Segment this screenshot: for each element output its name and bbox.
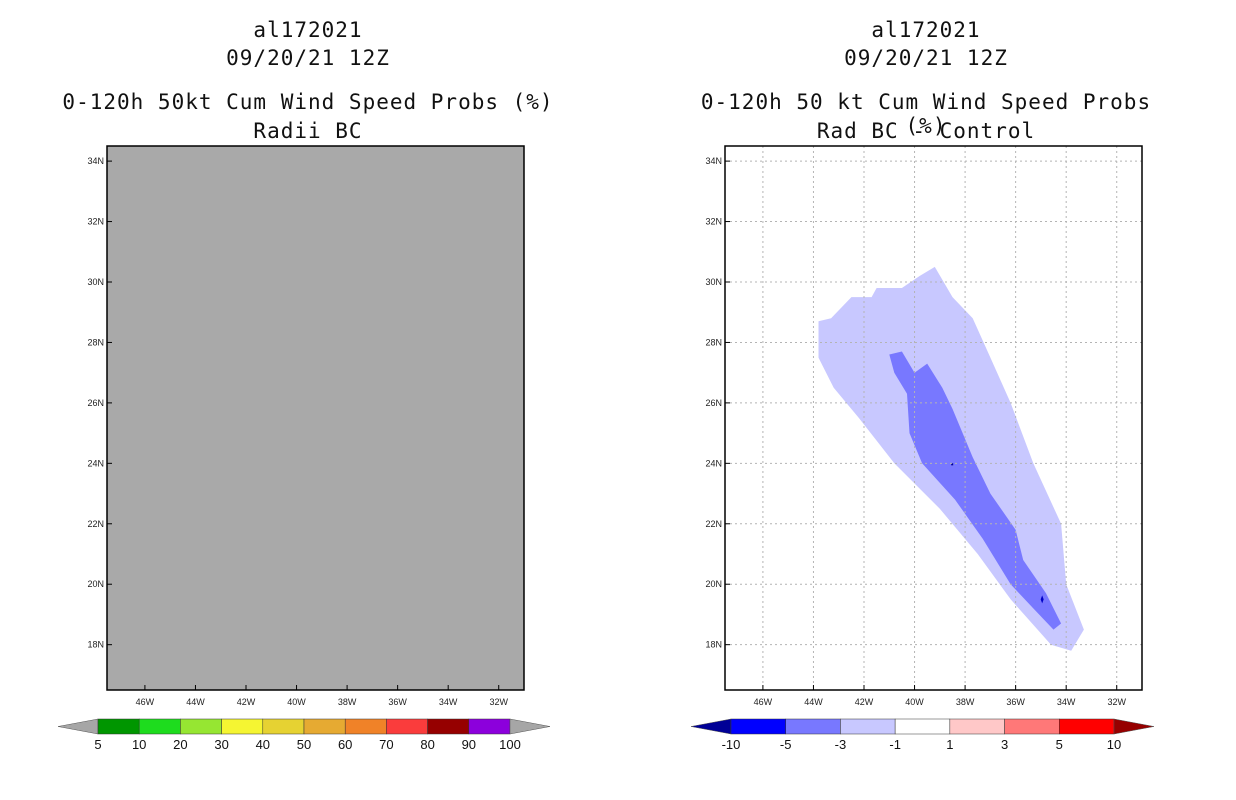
left-xtick-label-2: 42W [237, 697, 256, 707]
left-ytick-label-5: 24N [87, 458, 104, 468]
left-ytick-label-0: 34N [87, 156, 104, 166]
right-ytick-label-2: 30N [705, 277, 722, 287]
right-ytick-label-5: 24N [705, 458, 722, 468]
right-date: 09/20/21 12Z [844, 46, 1008, 70]
left-date: 09/20/21 12Z [226, 46, 390, 70]
right-colorbar-box-4 [949, 718, 1005, 735]
left-colorbar-box-7 [386, 718, 428, 735]
left-colorbar-label-6: 60 [338, 737, 352, 752]
left-colorbar-label-4: 40 [256, 737, 270, 752]
left-colorbar-high-arrow [509, 718, 551, 735]
right-ytick-label-3: 28N [705, 337, 722, 347]
left-colorbar-box-6 [344, 718, 387, 735]
right-colorbar-label-0: -10 [722, 737, 741, 752]
right-colorbar-low-arrow [690, 718, 732, 735]
right-colorbar-box-6 [1059, 718, 1115, 735]
left-colorbar-box-3 [221, 718, 264, 735]
right-ytick-label-8: 18N [705, 640, 722, 650]
left-colorbar-label-7: 70 [379, 737, 393, 752]
right-xtick-label-4: 38W [956, 697, 975, 707]
left-ytick-label-3: 28N [87, 337, 104, 347]
left-colorbar-box-4 [262, 718, 305, 735]
right-storm-id: al172021 [871, 18, 981, 42]
left-colorbar-box-8 [427, 718, 470, 735]
left-colorbar-label-10: 100 [499, 737, 521, 752]
left-colorbar-box-1 [138, 718, 181, 735]
left-colorbar-label-3: 30 [214, 737, 228, 752]
right-xtick-label-7: 32W [1107, 697, 1126, 707]
right-colorbar-label-2: -3 [835, 737, 847, 752]
left-colorbar-box-2 [180, 718, 222, 735]
right-colorbar-box-2 [840, 718, 896, 735]
right-ytick-label-0: 34N [705, 156, 722, 166]
left-colorbar-box-0 [97, 718, 140, 735]
left-colorbar-label-2: 20 [173, 737, 187, 752]
right-xtick-label-5: 36W [1006, 697, 1025, 707]
left-xtick-label-1: 44W [186, 697, 205, 707]
left-colorbar-label-8: 80 [420, 737, 434, 752]
right-ytick-label-6: 22N [705, 519, 722, 529]
left-xtick-label-6: 34W [439, 697, 458, 707]
left-plot-frame [106, 145, 525, 691]
right-colorbar-box-1 [785, 718, 841, 735]
right-colorbar-label-5: 3 [1001, 737, 1008, 752]
left-colorbar-box-5 [303, 718, 346, 735]
right-colorbar-high-arrow [1113, 718, 1155, 735]
right-colorbar-label-6: 5 [1056, 737, 1063, 752]
right-ytick-label-7: 20N [705, 579, 722, 589]
left-xtick-label-5: 36W [388, 697, 407, 707]
left-colorbar-label-0: 5 [94, 737, 101, 752]
left-chart-subtitle: Radii BC [253, 119, 363, 143]
right-xtick-label-6: 34W [1057, 697, 1076, 707]
right-plot-frame [724, 145, 1143, 691]
left-storm-id: al172021 [253, 18, 363, 42]
left-colorbar-box-9 [468, 718, 511, 735]
left-colorbar-low-arrow [57, 718, 99, 735]
left-ytick-label-6: 22N [87, 519, 104, 529]
right-contour-marker [1040, 595, 1044, 604]
left-ytick-label-8: 18N [87, 640, 104, 650]
left-ytick-label-4: 26N [87, 398, 104, 408]
left-colorbar-label-9: 90 [462, 737, 476, 752]
right-xtick-label-1: 44W [804, 697, 823, 707]
left-colorbar-label-5: 50 [297, 737, 311, 752]
left-chart-title: 0-120h 50kt Cum Wind Speed Probs (%) [62, 90, 554, 114]
right-colorbar-box-3 [894, 718, 951, 735]
left-colorbar-label-1: 10 [132, 737, 146, 752]
right-colorbar-box-5 [1004, 718, 1060, 735]
right-colorbar-label-7: 10 [1107, 737, 1121, 752]
right-ytick-label-1: 32N [705, 217, 722, 227]
right-contour-1 [889, 351, 1062, 630]
left-ytick-label-2: 30N [87, 277, 104, 287]
left-xtick-label-4: 38W [338, 697, 357, 707]
right-xtick-label-3: 40W [905, 697, 924, 707]
right-colorbar-label-1: -5 [780, 737, 792, 752]
left-plot-area [107, 146, 524, 690]
right-colorbar-label-4: 1 [946, 737, 953, 752]
left-xtick-label-7: 32W [489, 697, 508, 707]
left-ytick-label-7: 20N [87, 579, 104, 589]
left-ytick-label-1: 32N [87, 217, 104, 227]
left-xtick-label-0: 46W [136, 697, 155, 707]
right-colorbar-box-0 [730, 718, 786, 735]
right-xtick-label-2: 42W [855, 697, 874, 707]
right-contour-marker [951, 463, 954, 466]
right-colorbar-label-3: -1 [889, 737, 901, 752]
right-xtick-label-0: 46W [754, 697, 773, 707]
right-ytick-label-4: 26N [705, 398, 722, 408]
right-chart-subtitle: Rad BC - Control [816, 119, 1036, 143]
left-xtick-label-3: 40W [287, 697, 306, 707]
right-chart-title: 0-120h 50 kt Cum Wind Speed Probs (%) [700, 90, 1152, 138]
